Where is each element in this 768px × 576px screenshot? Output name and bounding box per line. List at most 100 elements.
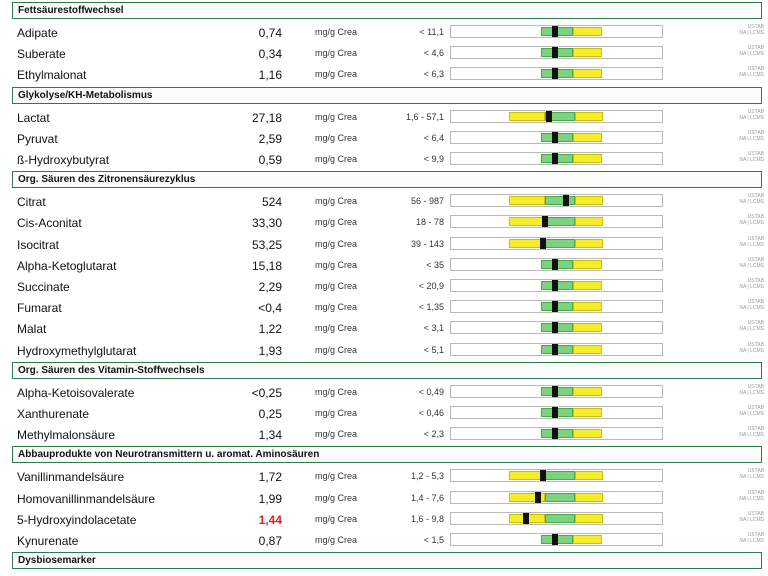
- result-row: Isocitrat 53,25 mg/g Crea 39 - 143 USTAB NA |…: [0, 234, 768, 255]
- bar-segment-yellow: [573, 154, 602, 163]
- method-line-1: USTAB: [747, 341, 764, 348]
- result-row: Malat 1,22 mg/g Crea < 3,1 USTAB NA | LCMS: [0, 318, 768, 339]
- result-marker: [523, 512, 529, 524]
- bar-segment-yellow: [573, 302, 602, 312]
- method-line-1: USTAB: [747, 129, 764, 136]
- reference-bar: [450, 321, 663, 335]
- result-marker: [552, 153, 558, 164]
- section-header: Fettsäurestoffwechsel: [12, 2, 762, 19]
- bar-segment-yellow: [575, 196, 603, 206]
- section-header: Abbauprodukte von Neurotransmittern u. a…: [12, 446, 762, 464]
- result-row: Homovanillinmandelsäure 1,99 mg/g Crea 1,4 …: [0, 488, 768, 509]
- method-line-1: USTAB: [747, 45, 764, 52]
- reference-range: < 5,1: [423, 344, 444, 355]
- reference-range: 1,2 - 5,3: [410, 471, 444, 482]
- bar-segment-yellow: [573, 259, 602, 269]
- method-line-2: NA | LCMS: [739, 411, 764, 417]
- method-label: USTAB NA | LCMS: [724, 468, 764, 480]
- method-line-2: NA | LCMS: [739, 474, 764, 481]
- result-value: 15,18: [251, 258, 282, 273]
- method-line-2: NA | LCMS: [739, 51, 764, 58]
- reference-range: < 6,3: [423, 69, 444, 80]
- result-unit: mg/g Crea: [315, 471, 358, 482]
- result-value: 2,29: [258, 280, 282, 294]
- analyte-name: Xanthurenate: [17, 407, 90, 421]
- reference-range: 39 - 143: [410, 238, 444, 249]
- result-unit: mg/g Crea: [315, 492, 358, 503]
- result-marker: [563, 195, 569, 207]
- reference-bar: [450, 152, 663, 165]
- method-line-1: USTAB: [747, 24, 764, 30]
- bar-segment-yellow: [573, 69, 602, 79]
- bar-segment-yellow: [509, 217, 545, 227]
- result-unit: mg/g Crea: [315, 513, 358, 524]
- method-line-1: USTAB: [747, 235, 764, 242]
- result-row: ß-Hydroxybutyrat 0,59 mg/g Crea < 9,9 USTAB N…: [0, 149, 768, 170]
- method-line-2: NA | LCMS: [739, 432, 764, 439]
- analyte-name: Lactat: [17, 110, 50, 125]
- result-value: 1,44: [258, 512, 282, 527]
- result-value: 1,93: [258, 343, 282, 358]
- bar-segment-yellow: [575, 238, 603, 248]
- reference-range: < 0,46: [418, 408, 444, 418]
- method-line-1: USTAB: [747, 108, 764, 115]
- result-unit: mg/g Crea: [315, 535, 358, 545]
- analyte-name: Homovanillinmandelsäure: [17, 491, 156, 506]
- bar-segment-yellow: [573, 323, 602, 333]
- reference-range: < 4,6: [423, 48, 444, 59]
- result-unit: mg/g Crea: [315, 217, 358, 228]
- method-line-1: USTAB: [747, 532, 764, 538]
- reference-bar: [450, 342, 663, 356]
- method-line-1: USTAB: [747, 383, 764, 390]
- result-value: 1,16: [258, 68, 282, 83]
- result-row: Vanillinmandelsäure 1,72 mg/g Crea 1,2 - 5,…: [0, 466, 768, 487]
- section-header: Glykolyse/KH-Metabolismus: [12, 86, 762, 104]
- bar-segment-yellow: [573, 281, 602, 290]
- analyte-name: Fumarat: [17, 301, 62, 316]
- method-line-2: NA | LCMS: [739, 347, 764, 354]
- analyte-name: Malat: [17, 322, 47, 337]
- method-label: USTAB NA | LCMS: [724, 405, 764, 417]
- method-label: USTAB NA | LCMS: [724, 45, 764, 57]
- result-marker: [540, 237, 546, 249]
- method-line-2: NA | LCMS: [739, 305, 764, 312]
- analyte-name: Isocitrat: [17, 237, 60, 252]
- result-unit: mg/g Crea: [315, 48, 358, 59]
- result-row: Alpha-Ketoglutarat 15,18 mg/g Crea < 35 USTA…: [0, 255, 768, 276]
- analyte-name: Cis-Aconitat: [17, 216, 82, 231]
- method-label: USTAB NA | LCMS: [724, 490, 764, 502]
- result-marker: [552, 131, 558, 143]
- method-line-1: USTAB: [747, 489, 764, 496]
- reference-range: < 20,9: [418, 281, 444, 291]
- bar-segment-green: [545, 238, 575, 248]
- result-marker: [552, 258, 558, 270]
- analyte-name: Hydroxymethylglutarat: [17, 343, 137, 358]
- result-row: Adipate 0,74 mg/g Crea < 11,1 USTAB NA | LCMS: [0, 22, 768, 43]
- method-label: USTAB NA | LCMS: [724, 384, 764, 396]
- result-value: 2,59: [258, 131, 282, 146]
- method-label: USTAB NA | LCMS: [724, 236, 764, 248]
- result-value: <0,25: [251, 385, 282, 400]
- method-label: USTAB NA | LCMS: [724, 214, 764, 226]
- reference-bar: [450, 469, 663, 483]
- result-marker: [552, 534, 558, 545]
- bar-segment-yellow: [573, 408, 602, 417]
- method-line-1: USTAB: [747, 214, 764, 221]
- bar-segment-green: [545, 217, 575, 227]
- method-line-2: NA | LCMS: [739, 135, 764, 142]
- reference-bar: [450, 46, 663, 60]
- reference-range: < 35: [426, 259, 444, 270]
- result-marker: [552, 407, 558, 418]
- analyte-name: 5-Hydroxyindolacetate: [17, 512, 137, 527]
- method-line-2: NA | LCMS: [739, 220, 764, 227]
- method-label: USTAB NA | LCMS: [724, 426, 764, 438]
- result-value: 0,87: [258, 534, 282, 548]
- bar-segment-green: [545, 492, 575, 502]
- method-line-1: USTAB: [747, 426, 764, 433]
- bar-segment-green: [545, 196, 575, 206]
- method-label: USTAB NA | LCMS: [724, 24, 764, 36]
- reference-range: 56 - 987: [410, 196, 444, 207]
- result-unit: mg/g Crea: [315, 132, 358, 143]
- analyte-name: Alpha-Ketoisovalerate: [17, 385, 135, 400]
